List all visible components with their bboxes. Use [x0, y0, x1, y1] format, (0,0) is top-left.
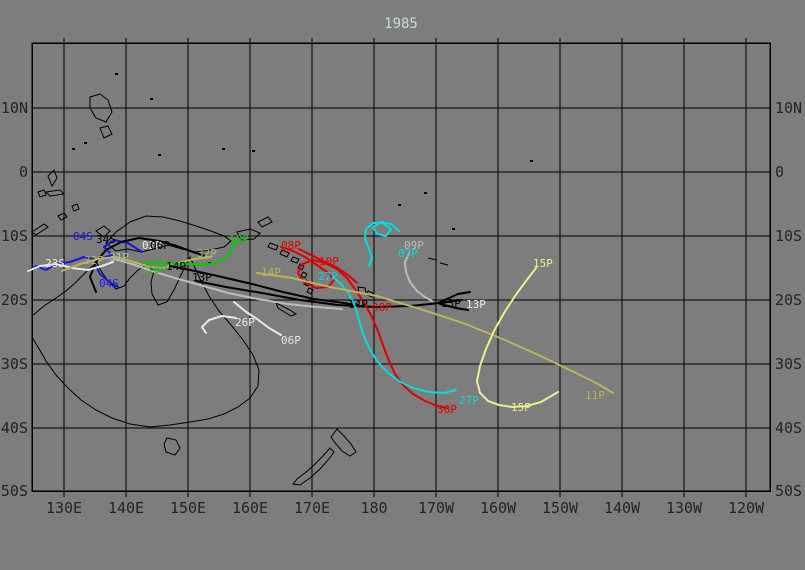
track-label-09P: 09P — [404, 239, 424, 252]
track-label-18P: 18P — [229, 233, 249, 246]
coastline-vanuatu — [297, 263, 314, 295]
track-label-14P: 14P — [261, 266, 281, 279]
coastline-new-caledonia — [275, 301, 298, 317]
atoll-specks — [72, 73, 533, 264]
cyclone-track-14P — [169, 265, 359, 306]
x-axis-label: 170W — [418, 499, 455, 517]
cyclone-track-13P — [437, 291, 471, 304]
track-label-31P: 31P — [109, 251, 129, 264]
cyclone-track-30P — [388, 360, 448, 409]
coastline-new-ireland — [257, 216, 273, 228]
y-axis-label-left: 10S — [1, 227, 28, 245]
cyclone-track-06P — [233, 301, 282, 336]
coastlines — [31, 73, 533, 486]
cyclone-track-11P — [256, 272, 614, 394]
x-axis-label: 140W — [604, 499, 641, 517]
track-label-14P: 14P — [348, 298, 368, 311]
x-axis-label: 130E — [46, 499, 82, 517]
y-axis-label-left: 50S — [1, 482, 28, 500]
track-label-02P: 02P — [142, 239, 162, 252]
track-label-13P: 13P — [441, 297, 461, 310]
cyclone-track-07P — [364, 221, 400, 267]
track-label-15P: 15P — [533, 257, 553, 270]
coastline-new-guinea — [105, 215, 232, 253]
cyclone-track-04S — [95, 265, 119, 288]
coastline-new-zealand-north — [330, 428, 357, 457]
x-axis-label: 160E — [232, 499, 268, 517]
track-label-27P: 27P — [318, 270, 338, 283]
cyclone-track-31P — [113, 258, 343, 310]
cyclone-track-26P — [201, 315, 237, 334]
x-axis-label: 130W — [666, 499, 703, 517]
track-label-08P: 08P — [281, 239, 301, 252]
cyclone-track-15P — [476, 267, 559, 408]
cyclone-track-18P — [142, 240, 237, 266]
cyclone-track-13P — [439, 303, 469, 311]
track-label-23S: 23S — [45, 257, 65, 270]
track-label-32P: 32P — [84, 254, 104, 267]
x-axis-label: 150E — [170, 499, 206, 517]
x-axis-label: 140E — [108, 499, 144, 517]
cyclone-track-27P — [332, 276, 457, 394]
track-label-32P: 32P — [197, 247, 217, 260]
y-axis-label-right: 50S — [775, 482, 802, 500]
coastline-australia — [31, 255, 260, 428]
map-title: 1985 — [384, 16, 418, 32]
track-label-06P: 06P — [281, 334, 301, 347]
cyclone-track-13P — [195, 280, 463, 308]
y-axis-label-right: 10S — [775, 227, 802, 245]
y-axis-label-right: 10N — [775, 99, 802, 117]
cyclone-track-32P — [61, 256, 212, 272]
track-label-08P: 08P — [372, 301, 392, 314]
y-axis-label-left: 20S — [1, 291, 28, 309]
track-label-34S: 34S — [96, 233, 116, 246]
coastline-philippines — [89, 93, 113, 139]
y-axis-label-left: 40S — [1, 419, 28, 437]
coastline-tasmania — [163, 437, 181, 456]
x-axis-label: 170E — [294, 499, 330, 517]
x-axis-label: 160W — [480, 499, 517, 517]
y-axis-label-left: 30S — [1, 355, 28, 373]
track-label-14P: 14P — [166, 260, 186, 273]
track-label-10P: 10P — [319, 255, 339, 268]
track-label-11P: 11P — [585, 389, 605, 402]
track-label-30P: 30P — [437, 403, 457, 416]
y-axis-label-left: 0 — [19, 163, 28, 181]
track-label-04S: 04S — [99, 277, 119, 290]
y-axis-label-right: 30S — [775, 355, 802, 373]
track-label-18P: 18P — [147, 263, 167, 276]
x-axis-label: 150W — [542, 499, 579, 517]
track-label-15P: 15P — [511, 401, 531, 414]
x-axis-label: 180 — [360, 499, 387, 517]
track-label-07P: 07P — [398, 247, 418, 260]
x-axis-label: 120W — [728, 499, 765, 517]
coastline-indonesia-islands — [31, 169, 111, 238]
track-label-26P: 26P — [235, 316, 255, 329]
track-label-13P: 13P — [466, 298, 486, 311]
cyclone-track-04S — [27, 239, 143, 272]
y-axis-label-right: 40S — [775, 419, 802, 437]
y-axis-label-right: 20S — [775, 291, 802, 309]
track-label-13P: 13P — [192, 271, 212, 284]
cyclone-track-09P — [404, 252, 433, 302]
y-axis-label-left: 10N — [1, 99, 28, 117]
cyclone-track-08P — [280, 246, 390, 362]
track-label-06P: 06P — [150, 239, 170, 252]
coastline-new-zealand-south — [292, 447, 335, 486]
track-label-27P: 27P — [459, 394, 479, 407]
y-axis-label-right: 0 — [775, 163, 784, 181]
track-label-04S: 04S — [73, 230, 93, 243]
cyclone-track-10P — [298, 248, 358, 284]
coastline-solomons — [267, 242, 300, 264]
plot-border — [31, 42, 771, 492]
